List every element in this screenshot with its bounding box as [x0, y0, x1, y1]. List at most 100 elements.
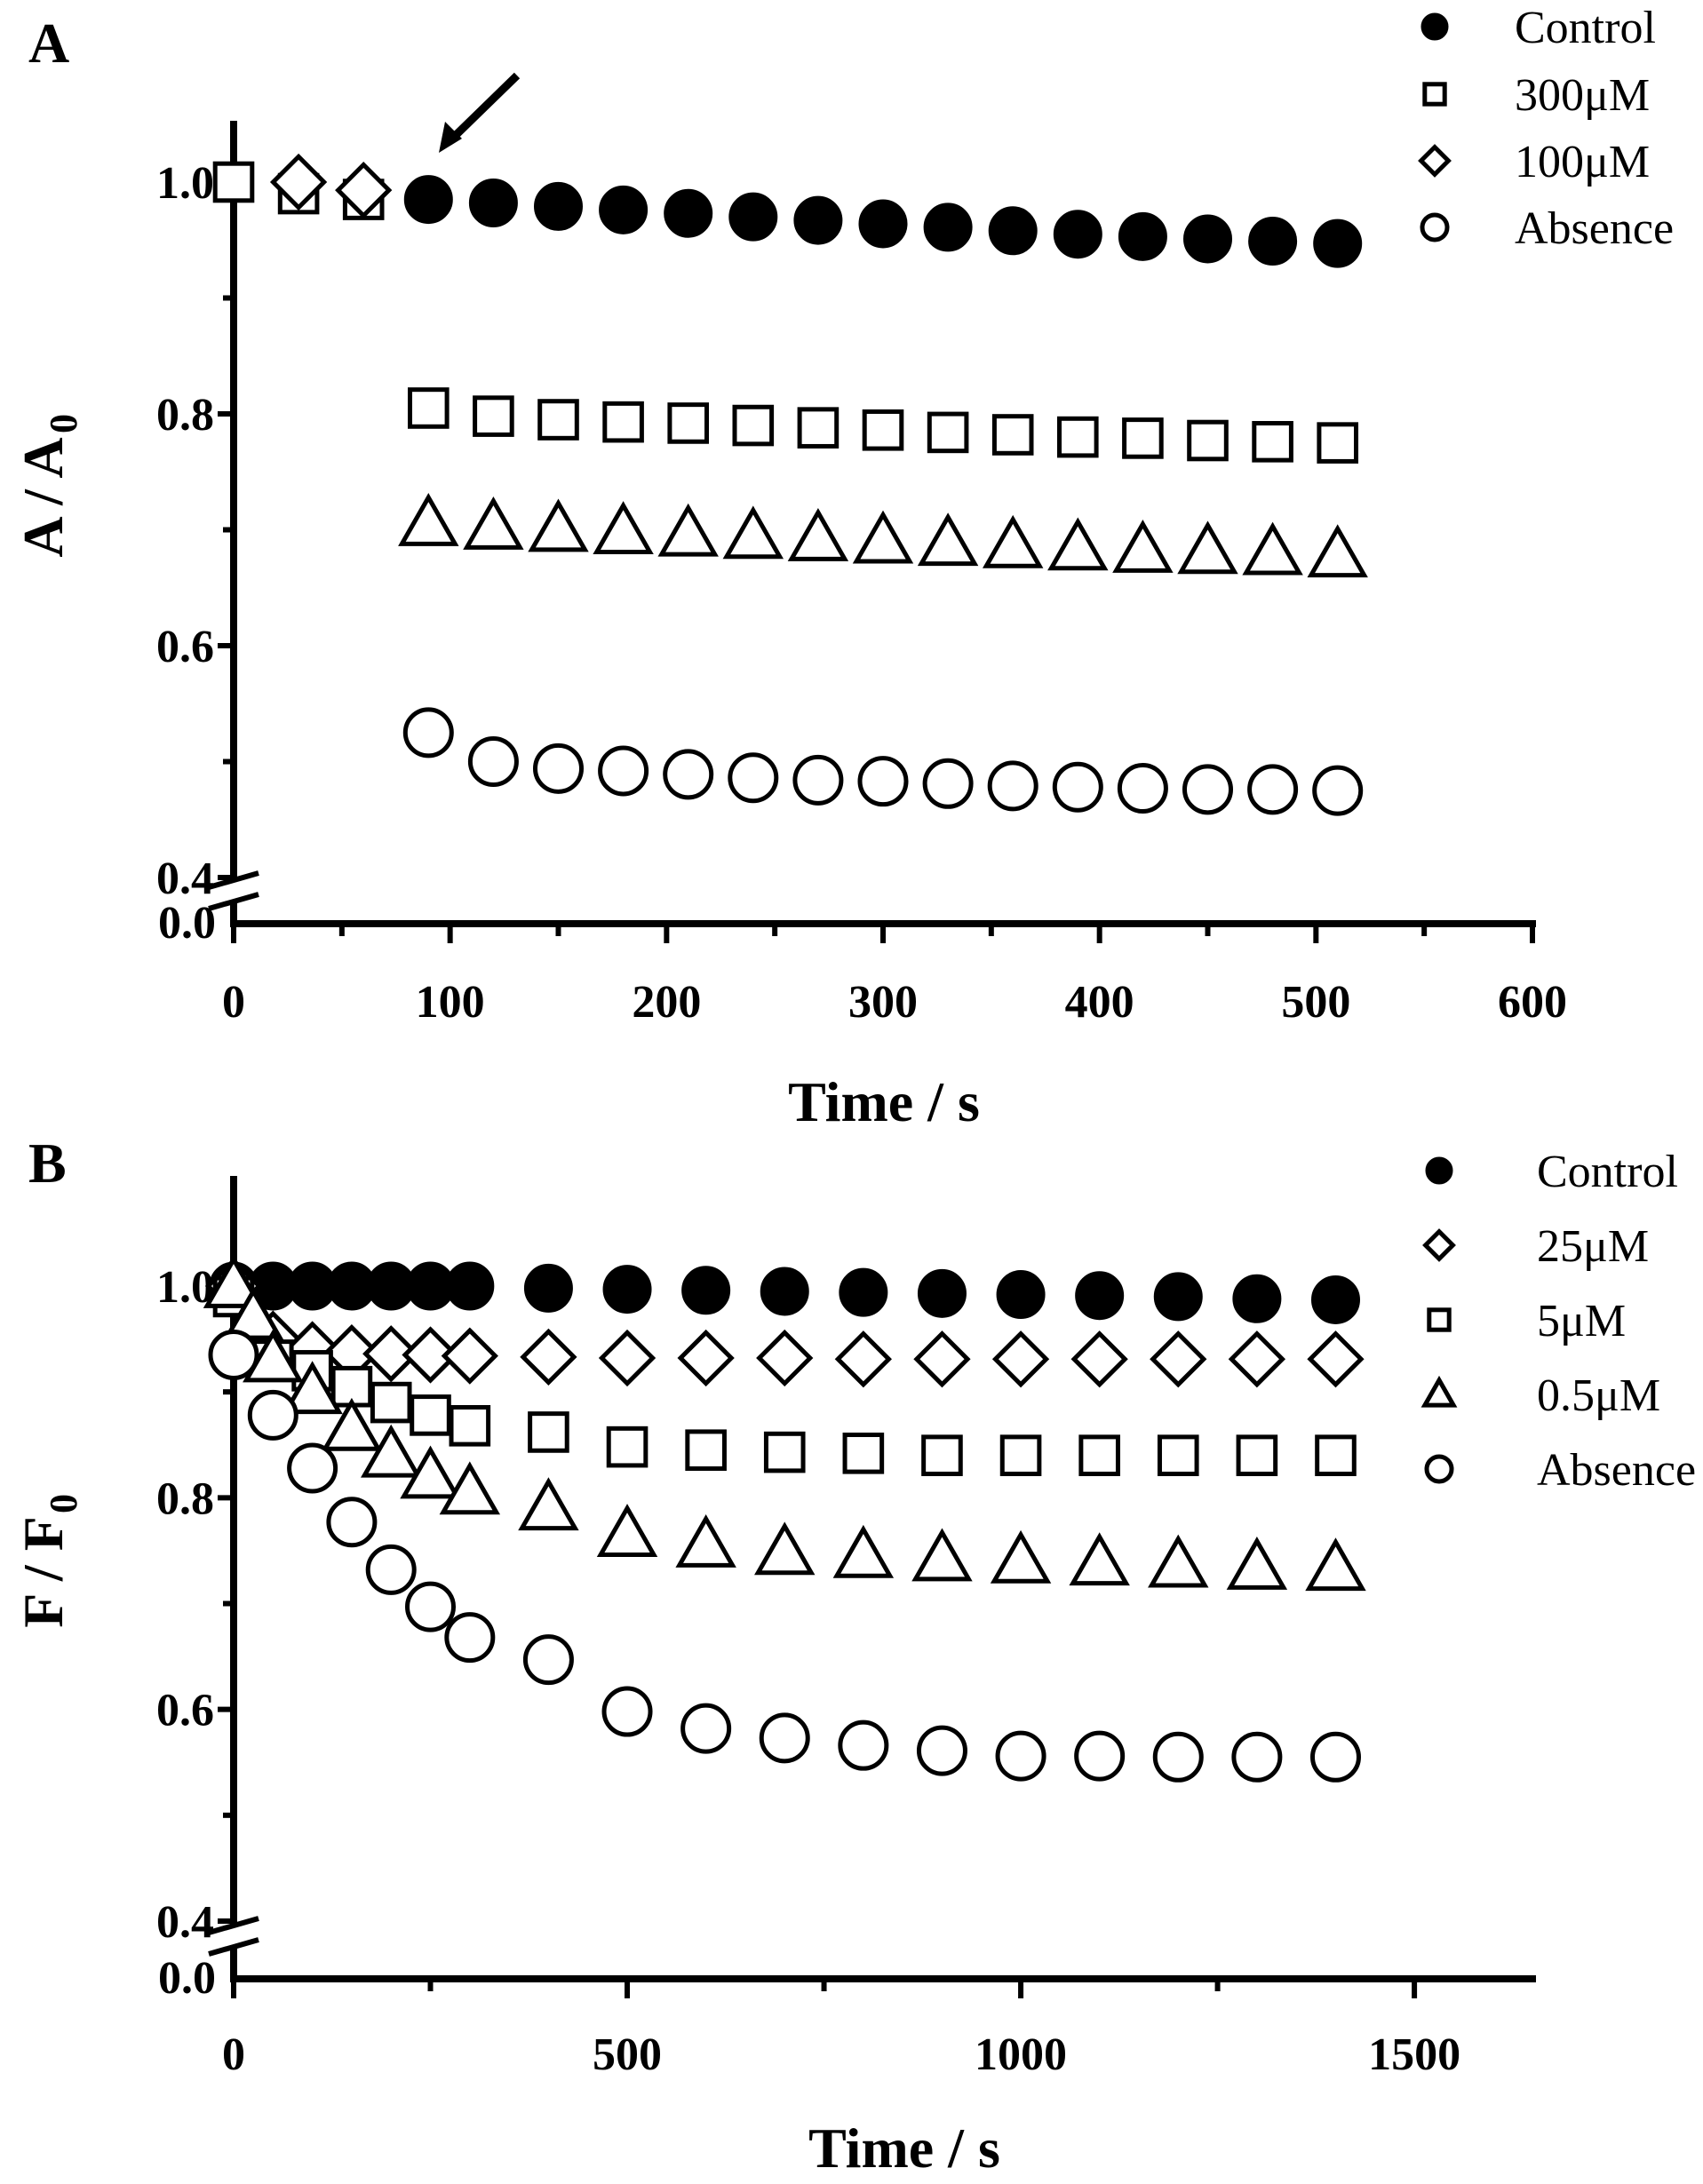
panel-a-data-point — [1252, 421, 1293, 463]
panel-b-y-tick-label: 0.0 — [158, 1953, 216, 2004]
panel-b-data-point — [834, 1330, 892, 1388]
panel-a-data-point — [1242, 521, 1303, 576]
panel-a-data-point — [1183, 214, 1232, 264]
panel-b-legend-label: 5μM — [1537, 1296, 1626, 1346]
panel-a-data-point — [927, 411, 969, 454]
panel-a-data-point — [991, 414, 1034, 456]
panel-b-data-point — [995, 1730, 1046, 1782]
panel-a-data-point — [473, 395, 514, 437]
panel-b-data-point — [362, 1325, 420, 1383]
panel-b-data-point — [444, 1612, 496, 1664]
panel-b-data-point — [1228, 1330, 1286, 1388]
panel-b-legend-marker — [1425, 1156, 1453, 1185]
panel-a-x-axis-title: Time / s — [788, 1070, 980, 1133]
panel-b-data-point — [606, 1426, 649, 1468]
panel-a-data-point — [787, 508, 849, 561]
panel-b-data-point — [203, 1255, 265, 1308]
panel-a-annotation-arrowhead — [439, 122, 462, 153]
panel-a-data-point — [663, 749, 714, 800]
panel-b-data-point — [520, 1328, 577, 1386]
panel-b-legend-marker — [1422, 1228, 1456, 1262]
panel-a-data-point — [732, 404, 775, 447]
panel-b-axis-break-mark — [208, 1916, 259, 1935]
panel-a-data-point — [528, 498, 589, 552]
panel-b-data-point — [282, 1361, 343, 1415]
panel-a-legend-label: 300μM — [1515, 70, 1650, 121]
panel-b-data-point — [405, 1581, 457, 1632]
panel-a-x-tick-label: 300 — [848, 977, 918, 1028]
panel-a-data-point — [1313, 218, 1363, 268]
panel-a-series-4 — [398, 493, 1368, 578]
panel-b-data-point — [681, 1266, 731, 1315]
panel-a-data-point — [923, 203, 973, 252]
panel-a: A 0 100 200 300 400 500 600 0.00.4 0.6 0.8 1.0 Con… — [12, 3, 1674, 1133]
panel-a-x-tick-label: 200 — [632, 977, 701, 1028]
panel-b-data-point — [247, 1389, 298, 1441]
panel-a-data-point — [408, 387, 450, 429]
panel-a-data-point — [1317, 422, 1359, 464]
panel-a-legend-marker — [1420, 212, 1450, 242]
panel-b-data-point — [287, 1442, 338, 1494]
panel-b-data-point — [326, 1497, 378, 1548]
panel-a-series-2 — [212, 161, 1359, 464]
panel-b-data-point — [839, 1267, 888, 1317]
panel-b-data-point — [999, 1434, 1042, 1476]
panel-a-data-point — [667, 402, 710, 444]
panel-a-data-point — [598, 745, 649, 797]
panel-a-data-point — [398, 493, 459, 546]
panel-b-data-point — [1153, 1272, 1203, 1322]
panel-b-legend-label: 25μM — [1537, 1221, 1649, 1272]
panel-b-data-point — [445, 1261, 495, 1311]
panel-a-data-point — [922, 758, 974, 809]
panel-a-y-tick-label: 1.0 — [156, 158, 214, 209]
panel-a-data-point — [858, 199, 908, 249]
panel-b-data-point — [838, 1719, 889, 1771]
panel-b-data-point — [1232, 1274, 1282, 1323]
panel-a-data-point — [862, 409, 904, 451]
panel-b-x-tick-label: 1000 — [975, 2029, 1067, 2080]
panel-b-data-point — [370, 1381, 412, 1424]
panel-b-data-point — [759, 1712, 810, 1764]
panel-b-data-point — [756, 1329, 814, 1387]
panel-a-data-point — [533, 743, 584, 794]
panel-b-data-point — [763, 1431, 806, 1473]
panel-b-series-4 — [203, 1255, 1366, 1592]
panel-a-x-tick-label: 500 — [1281, 977, 1350, 1028]
panel-a-legend-marker — [1420, 12, 1449, 41]
panel-b-data-point — [449, 1405, 491, 1447]
panel-b-legend-marker — [1420, 1375, 1458, 1408]
panel-b-data-point — [1236, 1434, 1278, 1476]
panel-a-data-point — [728, 192, 778, 242]
panel-b-data-point — [522, 1634, 574, 1686]
panel-b-data-point — [243, 1329, 304, 1383]
panel-b-data-point — [439, 1461, 501, 1515]
panel-b-legend-label: Control — [1537, 1147, 1678, 1197]
panel-a-data-point — [728, 752, 779, 804]
panel-a-legend-label: Control — [1515, 3, 1656, 53]
panel-b-legend-marker — [1424, 1454, 1454, 1484]
panel-b-data-point — [361, 1424, 422, 1478]
panel-a-data-point — [602, 401, 644, 443]
panel-b-data-point — [685, 1429, 727, 1472]
panel-b-y-axis-title-sub: 0 — [42, 1494, 85, 1513]
panel-a-data-point — [1112, 520, 1174, 573]
panel-b-y-tick-label: 0.4 — [156, 1897, 214, 1948]
panel-a-data-point — [534, 181, 583, 231]
panel-b-data-point — [1309, 1731, 1361, 1783]
panel-a-x-tick-label: 100 — [416, 977, 485, 1028]
panel-b-data-point — [996, 1270, 1046, 1320]
panel-b-data-point — [916, 1725, 967, 1776]
panel-b-data-point — [523, 1263, 573, 1313]
panel-b-data-point — [402, 1326, 459, 1384]
panel-b-data-point — [321, 1397, 383, 1451]
panel-b-data-point — [1231, 1731, 1283, 1783]
panel-b-data-point — [1070, 1330, 1128, 1388]
panel-a-data-point — [402, 707, 454, 758]
panel-b-y-axis-title: F / F 0 — [12, 1494, 85, 1628]
panel-a-data-point — [1248, 217, 1298, 266]
panel-b-data-point — [832, 1524, 895, 1578]
panel-b-data-point — [991, 1330, 1050, 1388]
panel-a-data-point — [722, 505, 784, 560]
panel-b-data-point — [1148, 1534, 1209, 1588]
panel-b-marks — [203, 1255, 1366, 1783]
